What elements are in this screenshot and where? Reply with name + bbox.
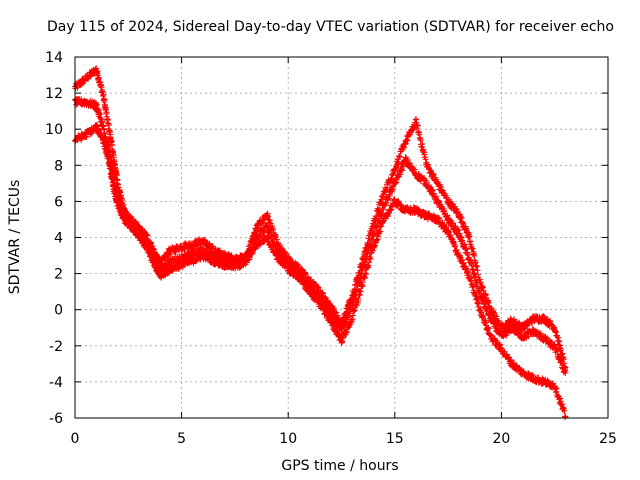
y-tick-label: 6 bbox=[54, 194, 63, 210]
y-tick-label: 8 bbox=[54, 158, 63, 174]
y-tick-label: 4 bbox=[54, 231, 63, 247]
y-tick-label: 12 bbox=[45, 86, 63, 102]
x-tick-label: 10 bbox=[279, 431, 297, 447]
x-tick-label: 20 bbox=[492, 431, 510, 447]
x-tick-label: 0 bbox=[71, 431, 80, 447]
y-tick-label: 14 bbox=[45, 50, 63, 66]
x-axis-label: GPS time / hours bbox=[281, 458, 398, 474]
axis-ticks: 0 5 10 15 20 25 -6 -4 -2 0 2 4 6 8 10 12 14 bbox=[45, 50, 617, 447]
y-tick-label: -2 bbox=[49, 339, 63, 355]
x-tick-label: 15 bbox=[386, 431, 404, 447]
x-tick-label: 25 bbox=[599, 431, 617, 447]
y-axis-label: SDTVAR / TECUs bbox=[7, 180, 23, 295]
y-tick-label: -6 bbox=[49, 411, 63, 427]
y-tick-label: 0 bbox=[54, 303, 63, 319]
grid-lines bbox=[75, 57, 608, 418]
chart-title: Day 115 of 2024, Sidereal Day-to-day VTE… bbox=[47, 19, 614, 35]
y-tick-label: -4 bbox=[49, 375, 63, 391]
x-tick-label: 5 bbox=[177, 431, 186, 447]
y-tick-label: 2 bbox=[54, 267, 63, 283]
y-tick-label: 10 bbox=[45, 122, 63, 138]
